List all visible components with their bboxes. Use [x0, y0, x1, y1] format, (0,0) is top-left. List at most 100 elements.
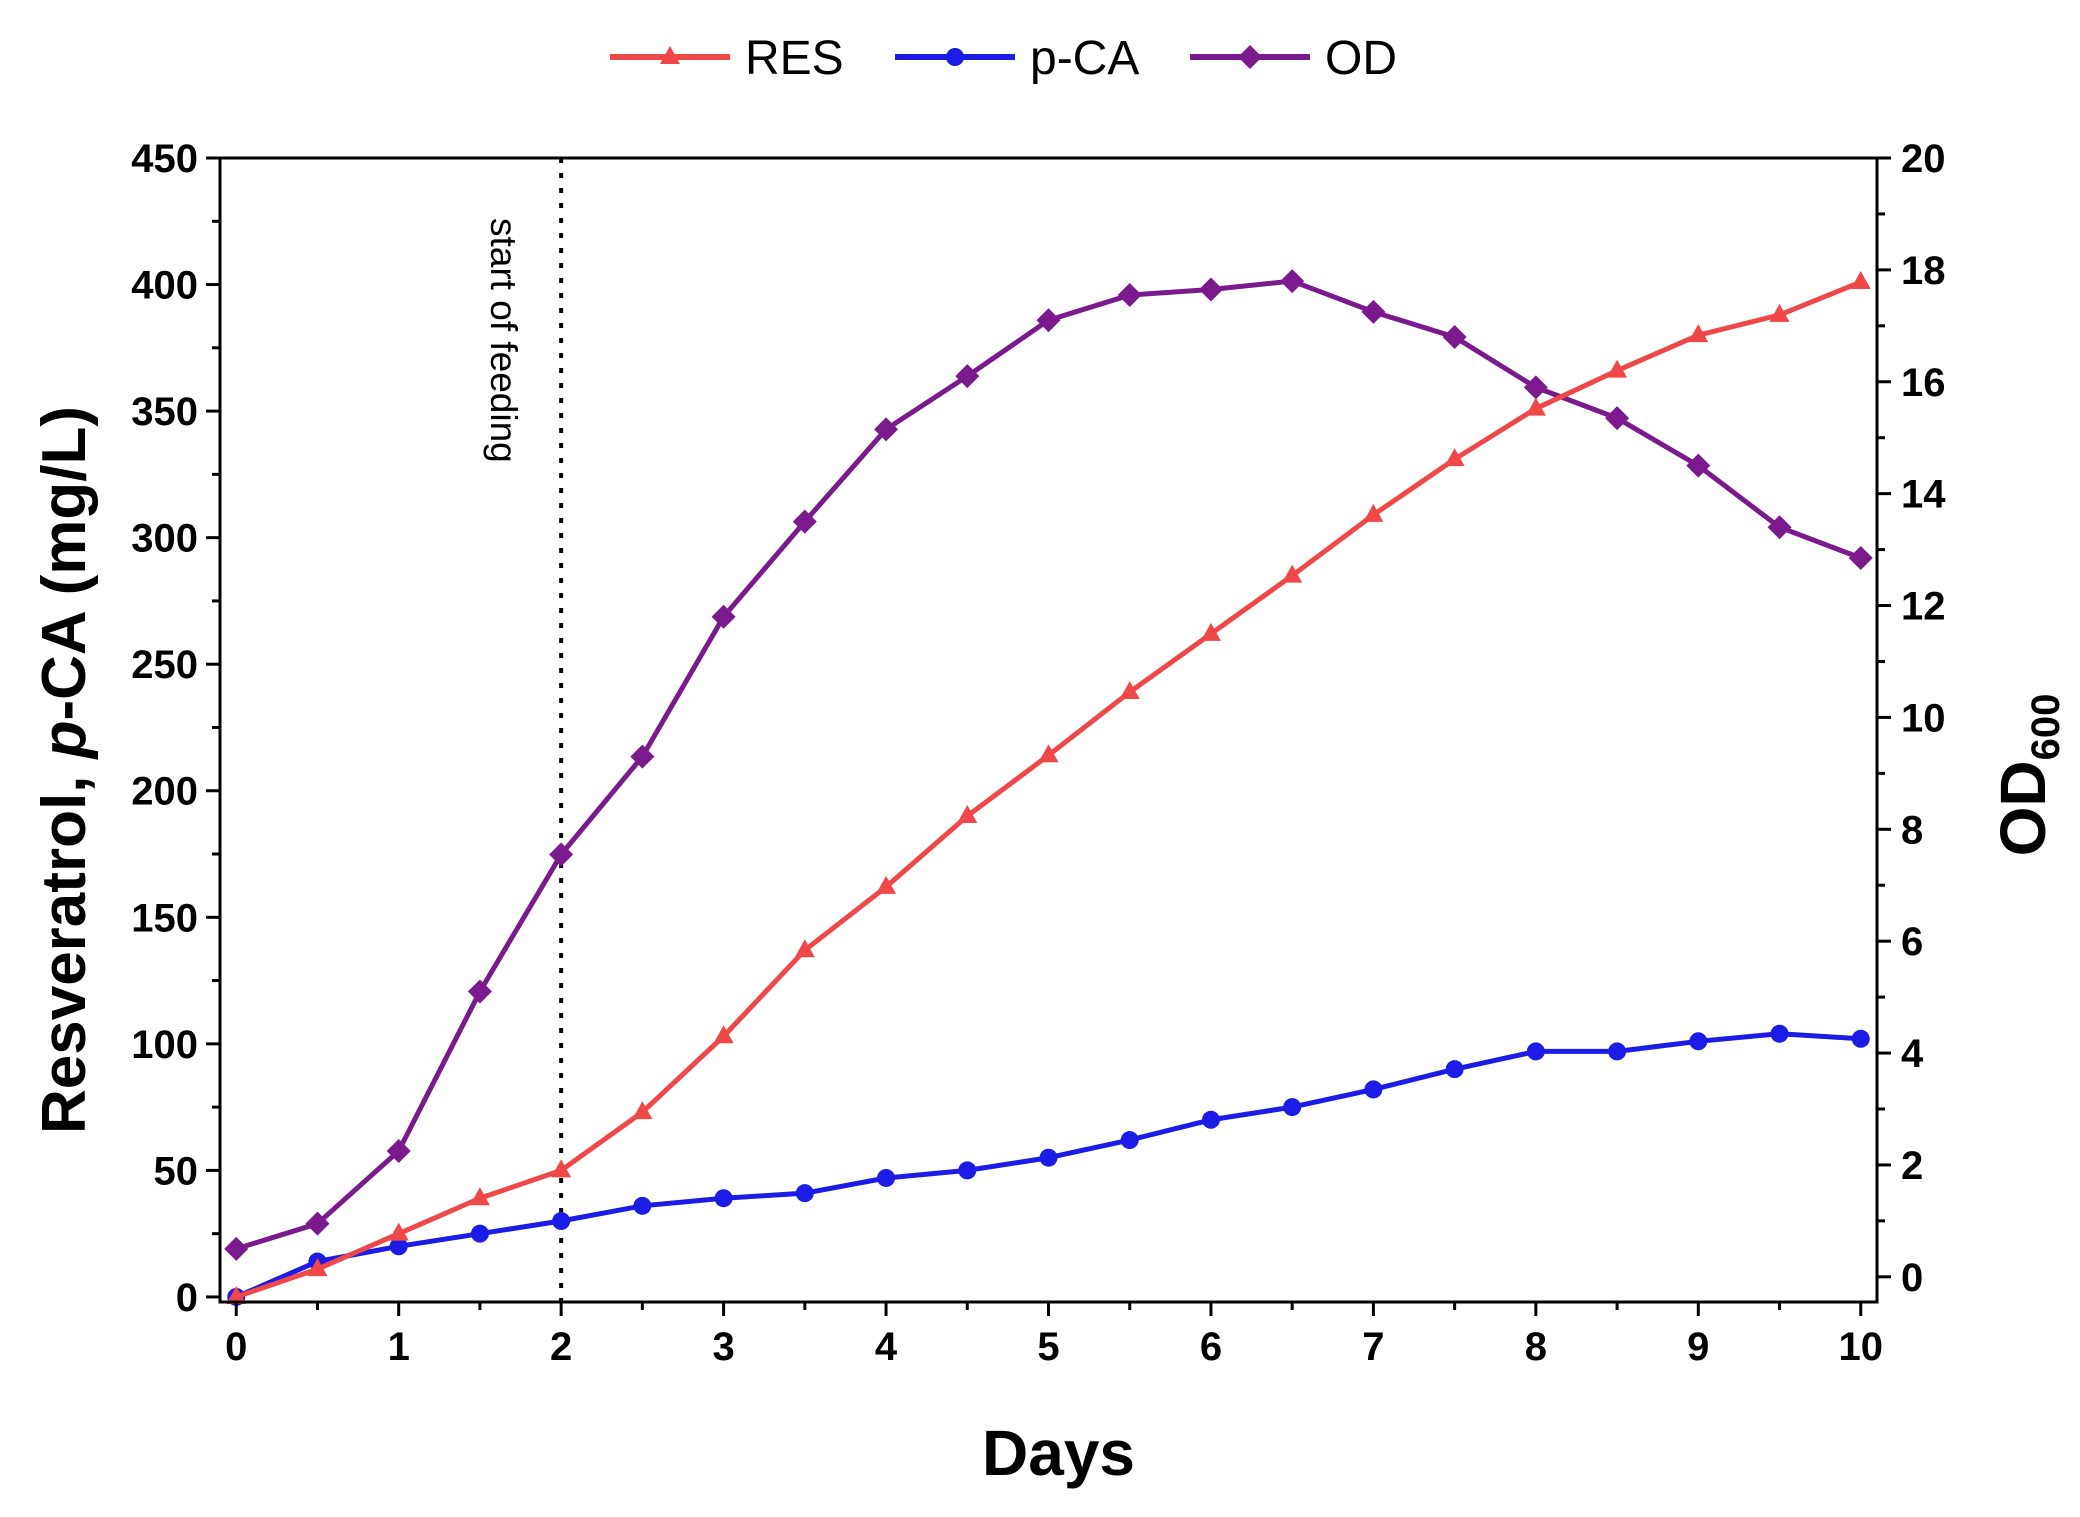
y-tick-label: 100 [131, 1023, 198, 1067]
data-point [632, 1101, 653, 1120]
y2-axis-title-sub: 600 [2024, 694, 2068, 761]
y2-tick-label: 14 [1901, 473, 1946, 517]
data-point [1117, 283, 1142, 308]
x-tick-label: 7 [1362, 1325, 1384, 1369]
legend-label: RES [745, 32, 844, 85]
x-axis-title: Days [982, 1417, 1135, 1489]
data-point [1283, 1098, 1302, 1117]
data-point [1523, 375, 1548, 400]
x-tick-label: 5 [1037, 1325, 1059, 1369]
data-point [1525, 397, 1546, 416]
y-axis-title-part: Resveratrol, [30, 758, 99, 1134]
data-point [389, 1237, 408, 1256]
y-tick-label: 150 [131, 896, 198, 940]
data-point [388, 1222, 409, 1241]
data-point [714, 1189, 733, 1208]
data-point [1120, 1131, 1139, 1150]
data-point [549, 842, 574, 867]
legend-item-p-ca: p-CA [895, 32, 1139, 85]
y-tick-label: 0 [176, 1276, 198, 1320]
y-axis-title-part: p [30, 721, 99, 761]
x-tick-label: 10 [1839, 1325, 1884, 1369]
data-point [224, 1236, 249, 1261]
data-point [795, 1184, 814, 1203]
y2-tick-label: 4 [1901, 1032, 1924, 1076]
series-line [235, 279, 1862, 1300]
data-point [711, 604, 736, 629]
data-point [1238, 45, 1262, 69]
y2-tick-label: 0 [1901, 1256, 1923, 1300]
y-axis-title: Resveratrol, p-CA (mg/L) [30, 406, 99, 1134]
data-point [307, 1258, 328, 1277]
data-point [1039, 1148, 1058, 1167]
data-point [630, 744, 655, 769]
data-point [957, 805, 978, 824]
data-point [1767, 515, 1792, 540]
data-point [467, 979, 492, 1004]
data-point [1851, 1029, 1870, 1048]
data-point [946, 48, 964, 66]
y-tick-label: 400 [131, 264, 198, 308]
legend-item-res: RES [610, 32, 844, 85]
legend-label: OD [1325, 32, 1397, 85]
y2-tick-label: 18 [1901, 249, 1946, 293]
data-point [1361, 299, 1386, 324]
legend-item-od: OD [1190, 32, 1397, 85]
y2-tick-label: 20 [1901, 137, 1946, 181]
data-point [469, 1187, 490, 1206]
y-tick-label: 200 [131, 770, 198, 814]
data-point [877, 1168, 896, 1187]
data-point [1850, 271, 1871, 290]
data-point [1036, 308, 1061, 333]
data-point [874, 417, 899, 442]
data-point [1607, 359, 1628, 378]
y2-tick-label: 6 [1901, 920, 1923, 964]
data-point [1770, 1024, 1789, 1043]
x-tick-label: 4 [875, 1325, 898, 1369]
series-res [226, 271, 1871, 1304]
data-point [1200, 622, 1221, 641]
feeding-label: start of feeding [483, 218, 524, 463]
x-tick-label: 3 [712, 1325, 734, 1369]
x-tick-label: 1 [388, 1325, 410, 1369]
data-point [1038, 744, 1059, 763]
x-tick-label: 8 [1525, 1325, 1547, 1369]
x-tick-label: 2 [550, 1325, 572, 1369]
data-point [1608, 1042, 1627, 1061]
data-point [1442, 325, 1467, 350]
data-point [794, 939, 815, 958]
data-point [470, 1224, 489, 1243]
x-tick-label: 9 [1687, 1325, 1709, 1369]
series-p-ca [227, 1024, 1870, 1306]
data-point [386, 1138, 411, 1163]
y-tick-label: 250 [131, 643, 198, 687]
y-tick-label: 50 [154, 1149, 199, 1193]
data-point [792, 509, 817, 534]
data-point [1848, 545, 1873, 570]
data-point [1445, 1060, 1464, 1079]
data-point [1363, 503, 1384, 522]
series-layer [224, 269, 1873, 1306]
x-tick-label: 6 [1200, 1325, 1222, 1369]
axis-titles: Days Resveratrol, p-CA (mg/L) OD600 [30, 406, 2068, 1489]
data-point [1364, 1080, 1383, 1099]
data-point [955, 364, 980, 389]
y2-tick-label: 10 [1901, 696, 1946, 740]
y2-tick-label: 2 [1901, 1144, 1923, 1188]
y-axis-title-part: -CA (mg/L) [30, 406, 99, 721]
data-point [1526, 1042, 1545, 1061]
y2-axis-title: OD600 [1987, 694, 2068, 857]
data-point [876, 875, 897, 894]
data-point [713, 1025, 734, 1044]
data-point [1686, 453, 1711, 478]
y-tick-label: 350 [131, 390, 198, 434]
legend-label: p-CA [1030, 32, 1139, 85]
data-point [633, 1196, 652, 1215]
legend: RES p-CA OD [610, 32, 1397, 85]
series-od [224, 269, 1873, 1261]
data-point [305, 1211, 330, 1236]
data-point [551, 1159, 572, 1178]
data-point [1282, 564, 1303, 583]
data-point [552, 1212, 571, 1231]
